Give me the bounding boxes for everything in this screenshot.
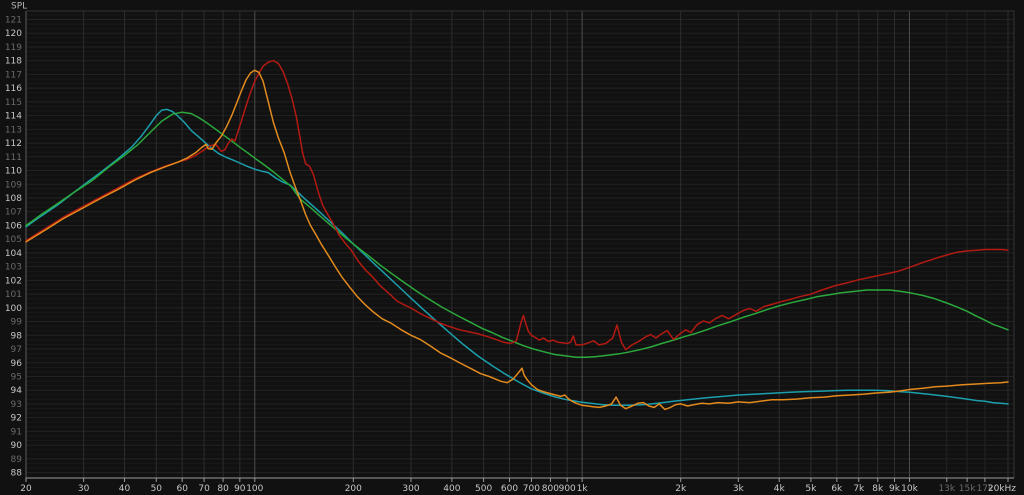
y-tick-label: 99	[11, 318, 23, 328]
x-tick-label: 900	[559, 484, 576, 494]
y-tick-label: 96	[11, 359, 23, 369]
y-tick-label: 102	[5, 276, 22, 286]
x-tick-label: 10k	[901, 484, 918, 494]
x-tick-label: 17k	[977, 484, 994, 494]
x-tick-label: 300	[402, 484, 419, 494]
x-tick-label: 80	[217, 484, 229, 494]
y-tick-label: 118	[5, 57, 22, 67]
y-tick-label: 113	[5, 125, 22, 135]
y-tick-label: 109	[5, 180, 22, 190]
y-tick-label: 95	[11, 373, 22, 383]
x-tick-label: 5k	[805, 484, 817, 494]
x-tick-label: 20kHz	[988, 484, 1016, 494]
y-tick-label: 112	[5, 139, 22, 149]
y-tick-label: 105	[5, 235, 22, 245]
x-tick-label: 90	[234, 484, 246, 494]
x-tick-label: 200	[345, 484, 362, 494]
x-tick-label: 400	[443, 484, 460, 494]
x-tick-label: 600	[501, 484, 518, 494]
x-tick-label: 30	[78, 484, 90, 494]
x-tick-label: 8k	[872, 484, 884, 494]
series-red-measurement-curve	[25, 59, 1009, 351]
x-axis-labels: 20 30 40 50 60 70 80 90 100 200 300 400 500 600 700 800…	[20, 484, 1016, 494]
y-tick-label: 115	[5, 98, 22, 108]
x-tick-label: 9k	[889, 484, 901, 494]
x-axis-tickmarks	[25, 478, 1009, 482]
y-tick-label: 116	[5, 84, 22, 94]
y-tick-label: 117	[5, 70, 22, 80]
x-tick-label: 70	[198, 484, 210, 494]
x-tick-label: 20	[20, 484, 32, 494]
x-tick-label: 1k	[577, 484, 589, 494]
x-tick-label: 40	[119, 484, 131, 494]
y-tick-label: 120	[5, 29, 22, 39]
axes-frame	[25, 10, 1015, 479]
y-tick-label: 93	[11, 400, 22, 410]
y-tick-label: 107	[5, 208, 22, 218]
x-tick-label: 100	[246, 484, 263, 494]
y-tick-label: 101	[5, 290, 22, 300]
y-axis-labels: 88 89 90 91 92 93 94 95 96 97 98 99 100 101 102 103 104 1…	[5, 16, 22, 479]
x-tick-label: 800	[542, 484, 559, 494]
y-tick-label: 106	[5, 222, 22, 232]
y-tick-label: 88	[11, 469, 23, 479]
vertical-gridlines	[83, 11, 1009, 478]
x-tick-label: 15k	[959, 484, 976, 494]
y-tick-label: 91	[11, 427, 22, 437]
y-tick-label: 89	[11, 455, 23, 465]
y-tick-label: 92	[11, 414, 22, 424]
horizontal-gridlines	[26, 14, 1014, 474]
y-tick-label: 110	[5, 167, 22, 177]
x-tick-label: 7k	[853, 484, 865, 494]
y-axis-title: SPL	[11, 2, 27, 12]
y-tick-label: 94	[11, 386, 23, 396]
x-tick-label: 4k	[774, 484, 786, 494]
y-tick-label: 119	[5, 43, 22, 53]
x-tick-label: 2k	[675, 484, 687, 494]
y-tick-label: 90	[11, 441, 23, 451]
y-tick-label: 98	[11, 331, 23, 341]
y-tick-label: 100	[5, 304, 22, 314]
x-tick-label: 6k	[831, 484, 843, 494]
y-tick-label: 111	[5, 153, 22, 163]
y-tick-label: 104	[5, 249, 22, 259]
series-green-smoothed-curve	[25, 111, 1009, 359]
x-tick-label: 3k	[733, 484, 745, 494]
x-tick-label: 500	[475, 484, 492, 494]
y-tick-label: 103	[5, 263, 22, 273]
y-tick-label: 108	[5, 194, 22, 204]
y-tick-label: 121	[5, 16, 22, 26]
series-orange-measurement-curve	[25, 69, 1009, 411]
x-tick-label: 60	[176, 484, 188, 494]
x-tick-label: 700	[523, 484, 540, 494]
x-tick-label: 13k	[938, 484, 955, 494]
x-tick-label: 50	[151, 484, 163, 494]
y-tick-label: 97	[11, 345, 22, 355]
y-tick-label: 114	[5, 112, 22, 122]
